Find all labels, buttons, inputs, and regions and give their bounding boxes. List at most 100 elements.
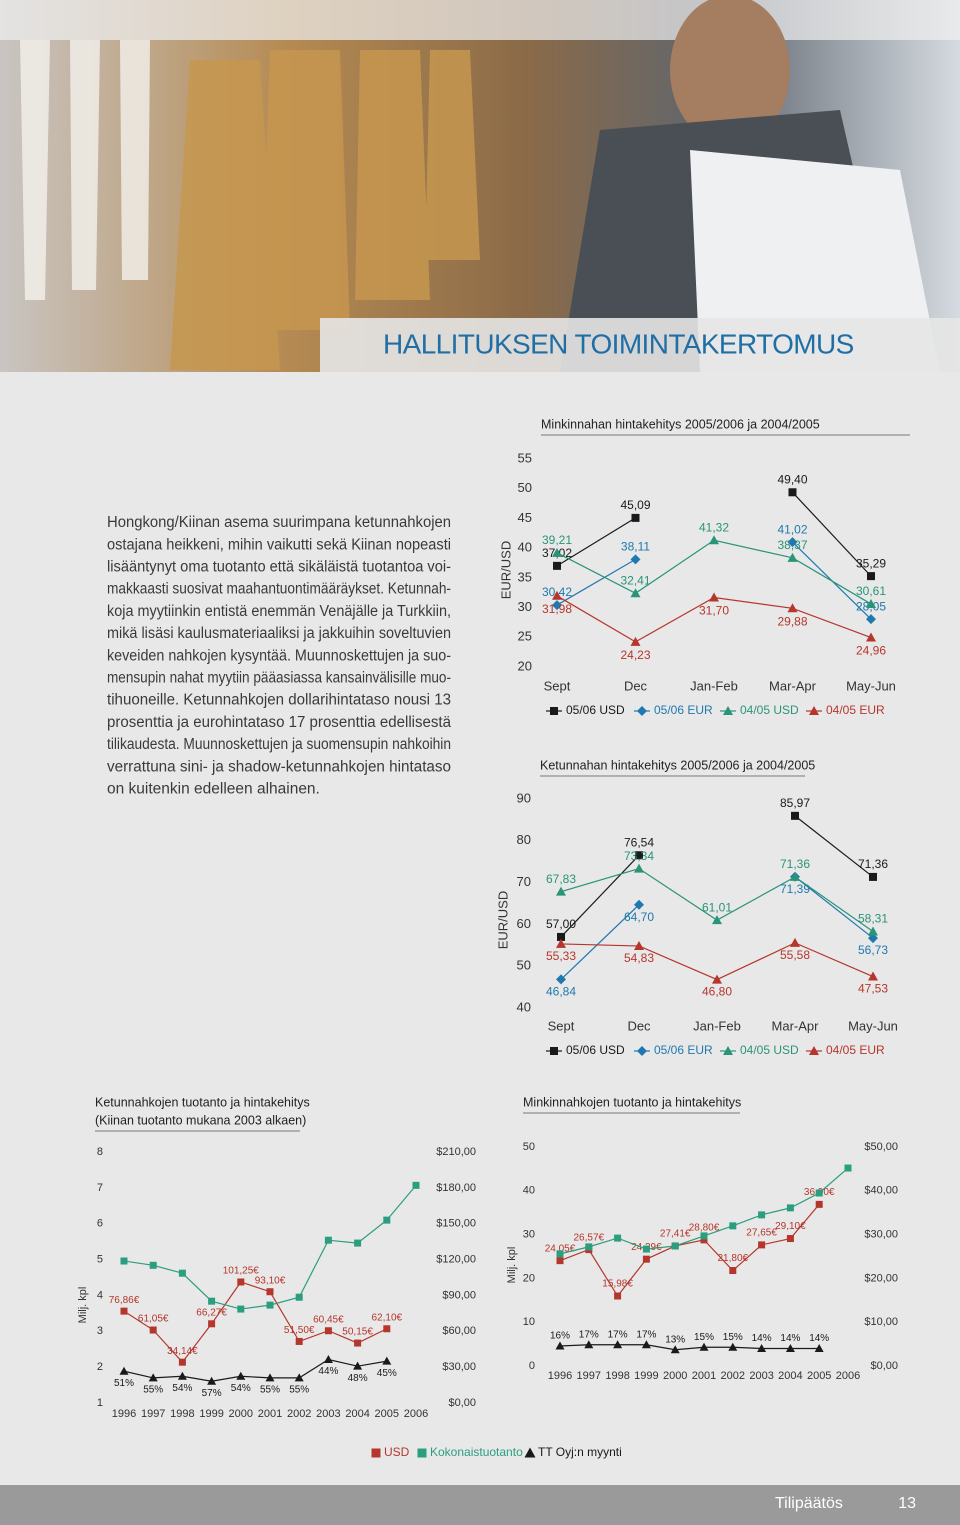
y-tick-label: 7	[97, 1182, 103, 1194]
data-label: 41,32	[699, 520, 729, 534]
data-label: 51%	[114, 1378, 134, 1389]
x-tick-label: 2006	[404, 1408, 428, 1420]
data-label: 55,58	[780, 948, 810, 962]
marker	[552, 547, 562, 557]
marker	[178, 1358, 186, 1366]
body-line: Hongkong/Kiinan asema suurimpana ketunna…	[107, 514, 451, 531]
marker	[556, 938, 566, 948]
data-label: 46,84	[546, 985, 576, 999]
data-label: 29,10€	[775, 1221, 806, 1232]
data-label: 55%	[289, 1385, 309, 1396]
marker	[556, 974, 566, 985]
y-axis-label: Milj. kpl	[77, 1287, 89, 1324]
marker	[383, 1325, 391, 1333]
marker	[790, 937, 800, 947]
x-tick-label: 1998	[170, 1408, 194, 1420]
data-label: 61,01	[702, 900, 732, 914]
y-tick-label: 40	[523, 1185, 535, 1197]
body-line: tilikaudesta. Muunnoskettujen ja suomens…	[107, 736, 451, 753]
body-text: Hongkong/Kiinan asema suurimpana ketunna…	[107, 514, 451, 797]
marker	[671, 1242, 679, 1250]
marker	[729, 1222, 737, 1230]
legend-marker	[809, 706, 819, 715]
marker	[323, 1354, 333, 1363]
x-tick-label: May-Jun	[846, 678, 896, 693]
series-line	[794, 815, 874, 878]
data-label: 85,97	[780, 796, 810, 810]
marker	[119, 1366, 129, 1375]
series-line	[123, 1358, 387, 1382]
data-label: 58,31	[858, 912, 888, 926]
legend-marker	[723, 706, 733, 715]
y-tick-label: $120,00	[436, 1253, 476, 1265]
data-label: 73,34	[624, 849, 654, 863]
y-tick-label: 5	[97, 1253, 103, 1265]
marker	[700, 1236, 708, 1244]
marker	[585, 1243, 593, 1251]
data-label: 61,05€	[138, 1314, 169, 1325]
data-label: 31,70	[699, 604, 729, 618]
data-label: 54%	[231, 1383, 251, 1394]
x-tick-label: Mar-Apr	[772, 1018, 820, 1033]
legend-label: USD	[384, 1445, 410, 1459]
y-tick-label: $40,00	[864, 1185, 898, 1197]
chart-title: Minkinnahkojen tuotanto ja hintakehitys	[523, 1095, 741, 1109]
marker	[382, 1356, 392, 1365]
y-tick-label: 6	[97, 1218, 103, 1230]
y-tick-label: 80	[517, 832, 531, 847]
marker	[208, 1320, 216, 1328]
marker	[790, 871, 800, 881]
marker	[844, 1164, 852, 1172]
y-tick-label: 60	[517, 916, 531, 931]
marker	[266, 1301, 274, 1309]
marker	[120, 1307, 128, 1315]
marker	[787, 552, 798, 562]
y-tick-label: 1	[97, 1397, 103, 1409]
marker	[630, 554, 641, 565]
marker	[786, 1235, 794, 1243]
y-tick-label: $0,00	[448, 1397, 476, 1409]
x-tick-label: 1997	[141, 1408, 165, 1420]
series-line	[556, 558, 636, 606]
data-label: 49,40	[777, 472, 807, 486]
data-label: 71,36	[858, 857, 888, 871]
marker	[868, 933, 878, 944]
marker	[670, 1345, 680, 1354]
data-label: 62,10€	[372, 1312, 403, 1323]
data-label: 66,27€	[196, 1307, 227, 1318]
x-tick-label: 2000	[229, 1408, 253, 1420]
marker	[758, 1211, 766, 1219]
series-line	[559, 1203, 820, 1298]
y-tick-label: 35	[518, 569, 532, 584]
marker	[699, 1342, 709, 1351]
data-label: 76,86€	[109, 1295, 140, 1306]
chart: Ketunnahan hintakehitys 2005/2006 ja 200…	[495, 758, 897, 1057]
y-tick-label: $150,00	[436, 1218, 476, 1230]
y-axis-label: Milj. kpl	[506, 1247, 518, 1284]
y-tick-label: $210,00	[436, 1146, 476, 1158]
marker	[869, 872, 877, 881]
marker	[354, 1339, 362, 1347]
y-tick-label: $60,00	[442, 1325, 476, 1337]
data-label: 48%	[348, 1373, 368, 1384]
marker	[757, 1343, 767, 1352]
y-tick-label: $90,00	[442, 1289, 476, 1301]
marker	[236, 1371, 246, 1380]
x-tick-label: 2000	[663, 1370, 687, 1382]
body-line: prosenttia ja eurohintataso 17 prosentti…	[107, 714, 451, 731]
marker	[867, 572, 875, 581]
marker	[785, 1343, 795, 1352]
y-tick-label: 30	[523, 1229, 535, 1241]
page-number: 13	[898, 1495, 916, 1512]
chart-title: Ketunnahan hintakehitys 2005/2006 ja 200…	[540, 758, 815, 772]
y-tick-label: $30,00	[864, 1229, 898, 1241]
data-label: 54,83	[624, 951, 654, 965]
charts: Minkinnahan hintakehitys 2005/2006 ja 20…	[77, 417, 910, 1459]
data-label: 24,23	[620, 648, 650, 662]
data-label: 56,73	[858, 943, 888, 957]
marker	[266, 1288, 274, 1296]
data-label: 28,80€	[689, 1222, 720, 1233]
x-tick-label: 1998	[605, 1370, 629, 1382]
